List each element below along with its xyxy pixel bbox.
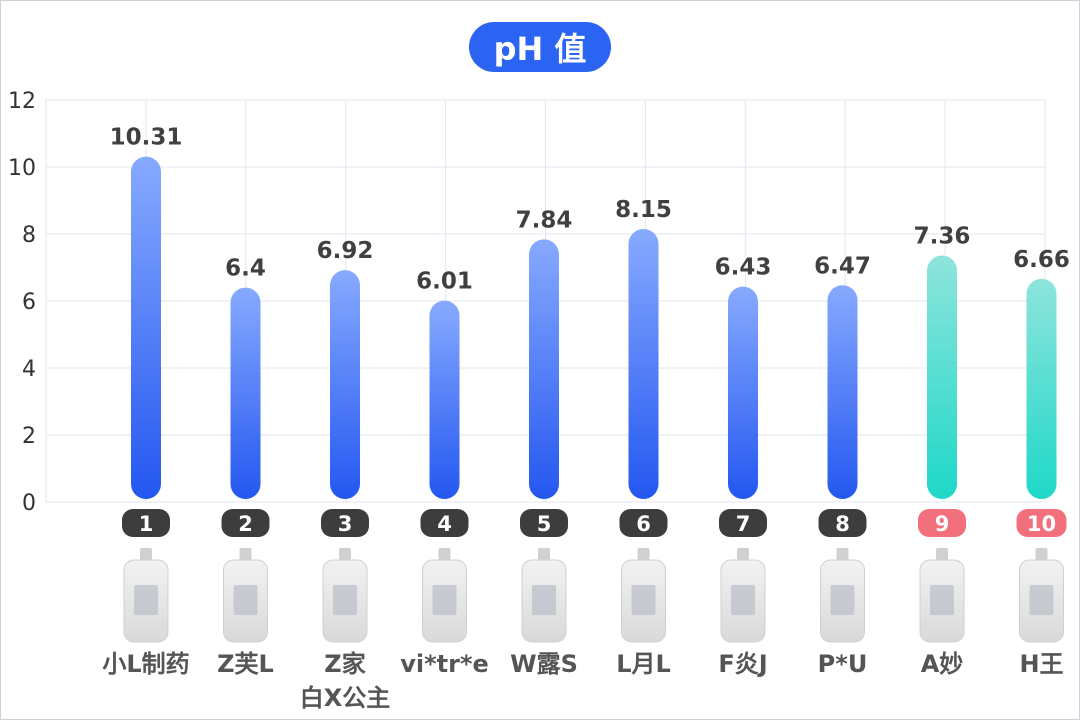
product-bottle-10 <box>1019 548 1064 643</box>
rank-badge-8 <box>818 509 867 537</box>
rank-badge-7 <box>719 509 767 537</box>
product-name-2: Z芙L <box>217 650 274 678</box>
bar-3 <box>330 270 360 499</box>
value-label-1: 10.31 <box>110 125 183 151</box>
product-bottle-7 <box>720 548 766 643</box>
rank-badge-4 <box>420 509 469 537</box>
rank-number-10: 10 <box>1027 512 1056 536</box>
product-bottle-4 <box>422 548 467 643</box>
product-name-3: 白X公主 <box>300 684 391 712</box>
product-bottle-3 <box>322 548 368 643</box>
product-name-9: A妙 <box>921 650 964 678</box>
y-tick-label: 10 <box>8 156 36 181</box>
value-label-10: 6.66 <box>1013 247 1070 273</box>
rank-badge-6 <box>619 509 668 537</box>
product-name-5: W露S <box>510 650 578 678</box>
rank-badge-5 <box>520 509 568 537</box>
bar-2 <box>230 287 261 499</box>
product-bottle-9 <box>919 548 965 643</box>
y-tick-label: 2 <box>22 424 36 449</box>
bar-7 <box>728 286 758 499</box>
rank-number-5: 5 <box>537 512 552 536</box>
y-tick-label: 6 <box>22 290 36 315</box>
rank-badge-10 <box>1016 509 1067 537</box>
bar-4 <box>429 300 460 499</box>
product-bottle-5 <box>521 548 567 643</box>
bar-8 <box>827 285 858 499</box>
product-name-6: L月L <box>616 650 671 678</box>
rank-badge-2 <box>221 509 270 537</box>
product-bottle-6 <box>621 548 666 643</box>
rank-number-7: 7 <box>736 512 751 536</box>
y-tick-label: 8 <box>22 223 36 248</box>
product-bottle-8 <box>820 548 865 643</box>
value-label-9: 7.36 <box>914 223 971 249</box>
value-label-8: 6.47 <box>814 253 871 279</box>
product-name-10: H王 <box>1019 650 1063 678</box>
rank-badge-9 <box>918 509 966 537</box>
product-name-8: P*U <box>818 650 868 678</box>
bar-6 <box>628 228 659 499</box>
y-tick-label: 4 <box>22 357 36 382</box>
value-label-7: 6.43 <box>715 255 772 281</box>
value-label-4: 6.01 <box>416 269 473 295</box>
rank-number-2: 2 <box>238 512 253 536</box>
product-name-1: 小L制药 <box>102 650 189 678</box>
bar-10 <box>1026 278 1057 499</box>
product-bottle-1 <box>123 548 169 643</box>
chart-title: pH 值 <box>469 22 611 72</box>
rank-number-1: 1 <box>139 512 154 536</box>
bar-5 <box>529 239 559 500</box>
value-label-2: 6.4 <box>225 256 266 282</box>
rank-badge-1 <box>122 509 170 537</box>
rank-badge-3 <box>321 509 369 537</box>
product-name-4: vi*tr*e <box>400 650 489 678</box>
value-label-5: 7.84 <box>516 207 573 233</box>
y-tick-label: 0 <box>22 491 36 516</box>
y-tick-label: 12 <box>8 89 36 114</box>
product-bottle-2 <box>223 548 268 643</box>
bar-1 <box>131 156 161 500</box>
value-label-6: 8.15 <box>615 197 672 223</box>
product-name-3: Z家 <box>324 650 365 678</box>
bar-9 <box>927 255 957 499</box>
rank-number-3: 3 <box>338 512 353 536</box>
rank-number-6: 6 <box>636 512 651 536</box>
rank-number-8: 8 <box>835 512 850 536</box>
value-label-3: 6.92 <box>317 238 374 264</box>
rank-number-9: 9 <box>935 512 950 536</box>
rank-number-4: 4 <box>437 512 452 536</box>
product-name-7: F炎J <box>718 650 767 678</box>
